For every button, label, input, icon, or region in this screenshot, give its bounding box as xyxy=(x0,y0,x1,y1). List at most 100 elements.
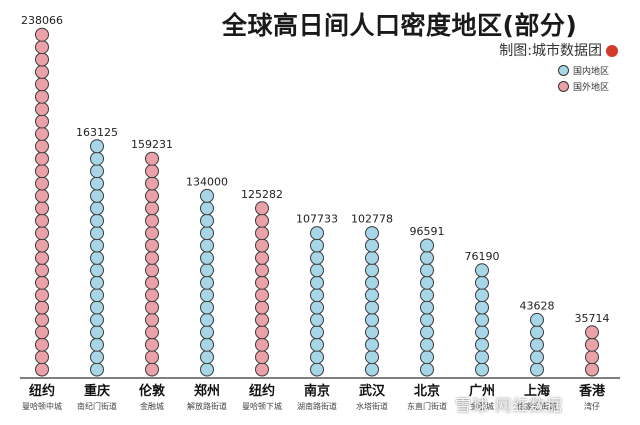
bar-dot xyxy=(365,325,379,340)
bar-dot xyxy=(310,275,324,290)
bar-dot xyxy=(310,238,324,253)
bar-dot xyxy=(35,238,49,253)
bar-dot xyxy=(145,337,159,352)
bar-dot xyxy=(35,213,49,228)
sub-label-10: 湾仔 xyxy=(584,401,600,411)
category-label-8: 广州 xyxy=(469,383,495,399)
sub-label-2: 金融城 xyxy=(140,401,164,411)
bar-dot xyxy=(420,312,434,327)
bar-dot xyxy=(255,263,269,278)
bar-dot xyxy=(310,288,324,303)
bar-dot xyxy=(420,362,434,377)
bar-dot xyxy=(145,250,159,265)
legend: 国内地区 国外地区 xyxy=(558,62,609,94)
bar-dot xyxy=(90,263,104,278)
bar-dot xyxy=(35,312,49,327)
bar-dot xyxy=(200,362,214,377)
bar-dot xyxy=(365,250,379,265)
value-label-4: 125282 xyxy=(241,188,283,201)
bar-dot xyxy=(530,337,544,352)
sub-label-6: 水塔街道 xyxy=(356,401,388,411)
bar-dot xyxy=(530,362,544,377)
bar-dot xyxy=(90,188,104,203)
sub-label-4: 曼哈顿下城 xyxy=(242,401,282,411)
bar-dot xyxy=(145,188,159,203)
bar-dot xyxy=(200,300,214,315)
legend-item-domestic: 国内地区 xyxy=(558,62,609,78)
bar-dot xyxy=(365,288,379,303)
bar-dot xyxy=(35,164,49,179)
bar-6 xyxy=(365,226,379,377)
bar-10 xyxy=(585,325,599,377)
bar-dot xyxy=(90,337,104,352)
bar-dot xyxy=(145,312,159,327)
bar-dot xyxy=(35,275,49,290)
bar-dot xyxy=(35,337,49,352)
bar-dot xyxy=(365,263,379,278)
value-label-6: 102778 xyxy=(351,213,393,226)
bar-dot xyxy=(200,325,214,340)
bar-dot xyxy=(420,288,434,303)
bar-dot xyxy=(255,201,269,216)
category-label-5: 南京 xyxy=(304,383,330,399)
legend-item-foreign: 国外地区 xyxy=(558,78,609,94)
bar-dot xyxy=(145,238,159,253)
bar-dot xyxy=(90,250,104,265)
source-label: 制图:城市数据团 xyxy=(499,43,602,59)
value-label-2: 159231 xyxy=(131,138,173,151)
bar-dot xyxy=(475,288,489,303)
bar-dot xyxy=(420,325,434,340)
bar-dot xyxy=(420,350,434,365)
bar-8 xyxy=(475,263,489,377)
bar-dot xyxy=(420,337,434,352)
bar-dot xyxy=(90,139,104,154)
bar-dot xyxy=(200,275,214,290)
sub-label-1: 南纪门街道 xyxy=(77,401,117,411)
bar-dot xyxy=(35,114,49,129)
bar-dot xyxy=(255,288,269,303)
value-label-1: 163125 xyxy=(76,126,118,139)
bar-dot xyxy=(145,213,159,228)
bar-dot xyxy=(255,250,269,265)
bar-dot xyxy=(35,176,49,191)
bar-3 xyxy=(200,188,214,377)
bar-dot xyxy=(200,238,214,253)
bar-dot xyxy=(475,275,489,290)
bar-dot xyxy=(585,337,599,352)
bar-dot xyxy=(365,226,379,241)
bar-dot xyxy=(200,337,214,352)
value-label-10: 35714 xyxy=(575,312,610,325)
bar-dot xyxy=(475,337,489,352)
chart-title: 全球高日间人口密度地区(部分) xyxy=(222,11,578,40)
bar-dot xyxy=(90,238,104,253)
bar-dot xyxy=(90,362,104,377)
bar-dot xyxy=(255,350,269,365)
bar-dot xyxy=(200,226,214,241)
bar-dot xyxy=(475,350,489,365)
category-label-10: 香港 xyxy=(578,383,606,399)
bar-dot xyxy=(530,325,544,340)
bar-dot xyxy=(420,300,434,315)
category-label-3: 郑州 xyxy=(194,383,220,399)
bar-dot xyxy=(35,64,49,79)
bar-dot xyxy=(475,263,489,278)
bar-dot xyxy=(310,350,324,365)
bar-dot xyxy=(255,325,269,340)
bar-0 xyxy=(35,27,49,377)
bar-dot xyxy=(35,188,49,203)
bar-dot xyxy=(585,362,599,377)
bar-dot xyxy=(145,226,159,241)
bar-dot xyxy=(145,362,159,377)
bar-dot xyxy=(145,350,159,365)
bar-dot xyxy=(90,275,104,290)
category-label-2: 伦敦 xyxy=(139,383,166,399)
sub-label-7: 东直门街道 xyxy=(407,401,447,411)
source-credit: 制图:城市数据团 xyxy=(499,40,618,60)
bar-dot xyxy=(200,250,214,265)
sub-label-9: 徐家汇街道 xyxy=(517,401,557,411)
bar-dot xyxy=(365,337,379,352)
logo-icon xyxy=(606,45,618,57)
sub-label-0: 曼哈顿中城 xyxy=(22,401,62,411)
bar-dot xyxy=(420,250,434,265)
